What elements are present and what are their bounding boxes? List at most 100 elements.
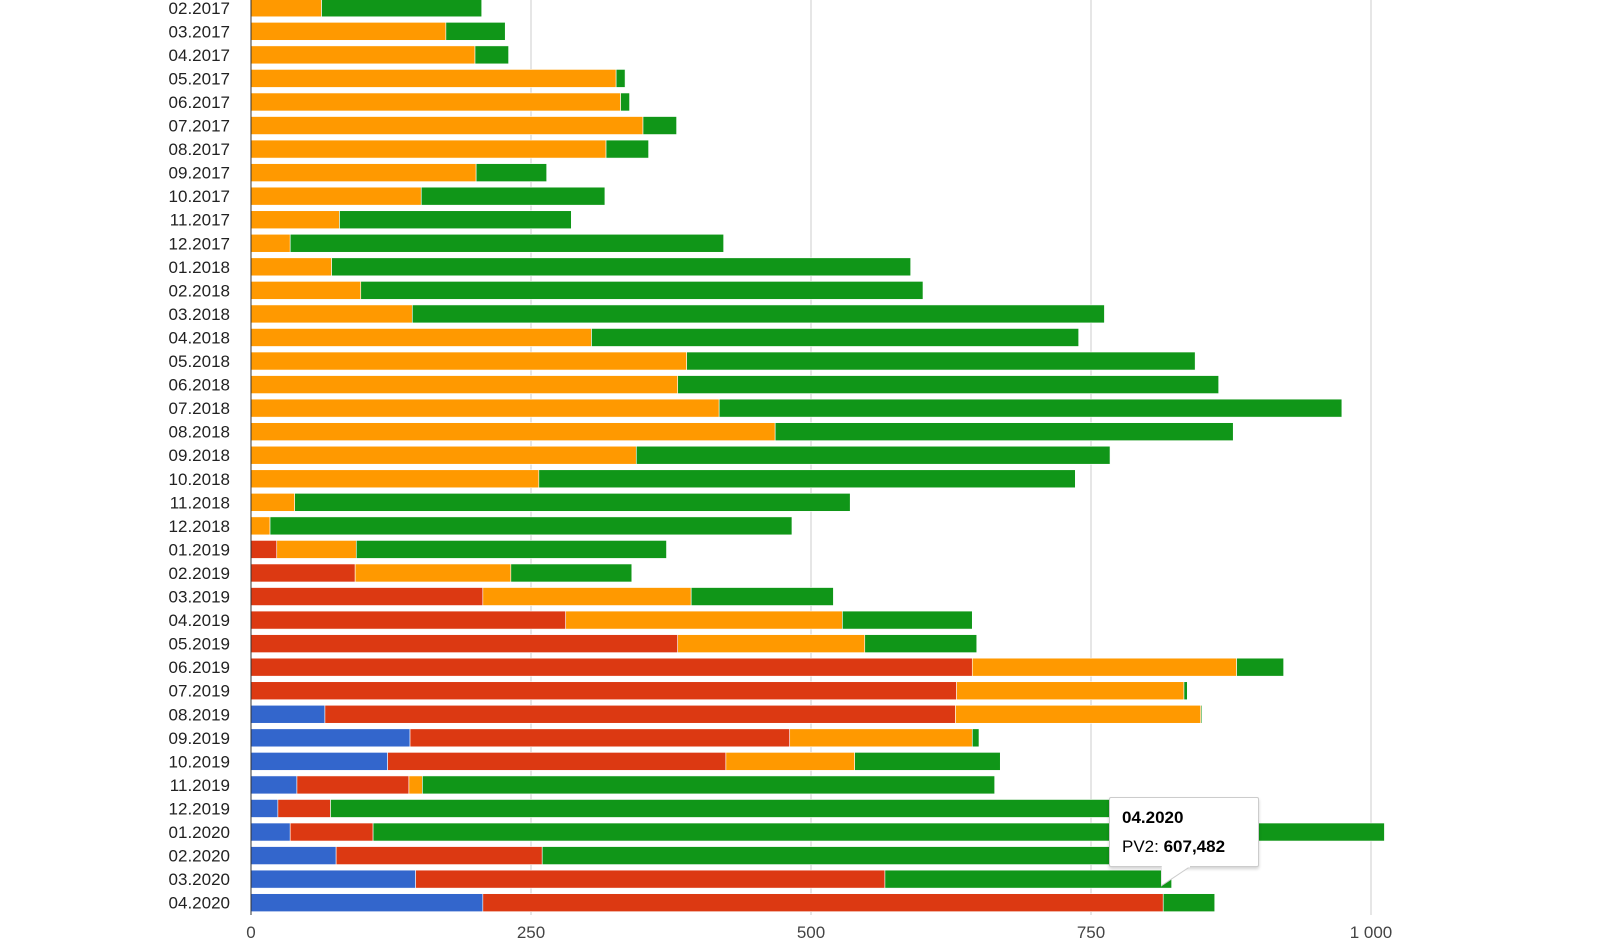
bar-pv4-07.2017[interactable] bbox=[642, 116, 677, 135]
bar-pv3-03.2018[interactable] bbox=[250, 304, 413, 324]
bar-pv4-12.2019[interactable] bbox=[330, 799, 1148, 818]
bar-pv1-08.2019[interactable] bbox=[250, 704, 326, 724]
bar-pv4-11.2018[interactable] bbox=[294, 493, 851, 512]
bar-pv4-06.2019[interactable] bbox=[1236, 657, 1284, 677]
bar-pv4-07.2019[interactable] bbox=[1183, 681, 1188, 701]
bar-pv4-04.2017[interactable] bbox=[474, 45, 509, 65]
bar-pv3-10.2018[interactable] bbox=[250, 469, 540, 489]
bar-pv3-02.2019[interactable] bbox=[354, 563, 512, 583]
bar-pv4-04.2019[interactable] bbox=[842, 610, 973, 630]
bar-pv2-05.2019[interactable] bbox=[250, 634, 679, 653]
bar-pv3-11.2017[interactable] bbox=[250, 210, 340, 230]
bar-pv3-02.2017[interactable] bbox=[250, 0, 322, 18]
bar-pv3-07.2017[interactable] bbox=[250, 116, 644, 135]
bar-pv1-12.2019[interactable] bbox=[250, 799, 279, 818]
bar-pv4-05.2017[interactable] bbox=[615, 69, 626, 88]
bar-pv3-09.2018[interactable] bbox=[250, 445, 637, 465]
bar-pv3-06.2019[interactable] bbox=[971, 657, 1237, 677]
bar-pv3-12.2017[interactable] bbox=[250, 233, 291, 253]
bar-pv1-04.2020[interactable] bbox=[250, 893, 484, 912]
bar-pv3-08.2017[interactable] bbox=[250, 139, 607, 159]
bar-pv3-03.2019[interactable] bbox=[482, 587, 692, 606]
bar-pv4-09.2017[interactable] bbox=[475, 163, 547, 182]
bar-pv4-03.2019[interactable] bbox=[690, 587, 834, 606]
bar-pv1-02.2020[interactable] bbox=[250, 846, 337, 865]
bar-pv1-10.2019[interactable] bbox=[250, 752, 388, 771]
bar-pv2-10.2019[interactable] bbox=[387, 752, 727, 771]
bar-pv4-02.2020[interactable] bbox=[541, 846, 1179, 865]
bar-pv4-10.2018[interactable] bbox=[538, 469, 1076, 489]
bar-pv4-12.2017[interactable] bbox=[289, 233, 724, 253]
bar-pv3-07.2019[interactable] bbox=[956, 681, 1185, 701]
bar-pv2-08.2019[interactable] bbox=[324, 704, 956, 724]
bar-pv1-09.2019[interactable] bbox=[250, 728, 411, 748]
bar-pv4-03.2018[interactable] bbox=[411, 304, 1105, 324]
bar-pv4-04.2020[interactable] bbox=[1162, 893, 1216, 912]
bar-pv3-04.2019[interactable] bbox=[565, 610, 843, 630]
bar-pv3-08.2018[interactable] bbox=[250, 422, 776, 441]
bar-pv3-01.2019[interactable] bbox=[276, 540, 357, 559]
bar-pv4-10.2019[interactable] bbox=[854, 752, 1001, 771]
bar-pv4-11.2019[interactable] bbox=[422, 775, 995, 795]
bar-pv1-11.2019[interactable] bbox=[250, 775, 298, 795]
bar-pv2-03.2020[interactable] bbox=[415, 869, 886, 889]
bar-pv4-12.2018[interactable] bbox=[269, 516, 793, 536]
bar-pv4-08.2017[interactable] bbox=[605, 139, 649, 159]
bar-pv4-02.2017[interactable] bbox=[321, 0, 483, 18]
bar-pv1-03.2020[interactable] bbox=[250, 869, 416, 889]
bar-pv3-04.2018[interactable] bbox=[250, 328, 592, 347]
bar-pv3-05.2017[interactable] bbox=[250, 69, 617, 88]
bar-pv2-12.2019[interactable] bbox=[277, 799, 331, 818]
bar-pv3-01.2018[interactable] bbox=[250, 257, 332, 277]
bar-pv4-04.2018[interactable] bbox=[591, 328, 1079, 347]
bar-pv2-11.2019[interactable] bbox=[296, 775, 410, 795]
bar-pv2-07.2019[interactable] bbox=[250, 681, 957, 701]
bar-pv3-09.2019[interactable] bbox=[789, 728, 973, 748]
bar-pv1-01.2020[interactable] bbox=[250, 822, 291, 842]
bar-pv4-09.2018[interactable] bbox=[635, 445, 1111, 465]
bar-pv4-09.2019[interactable] bbox=[971, 728, 980, 748]
bar-pv2-01.2020[interactable] bbox=[289, 822, 374, 842]
category-label: 02.2020 bbox=[169, 847, 230, 866]
bar-pv2-02.2020[interactable] bbox=[335, 846, 543, 865]
bar-pv3-11.2019[interactable] bbox=[408, 775, 423, 795]
bar-pv2-01.2019[interactable] bbox=[250, 540, 278, 559]
bar-pv3-12.2018[interactable] bbox=[250, 516, 271, 536]
bar-pv3-03.2017[interactable] bbox=[250, 22, 447, 41]
category-label: 01.2020 bbox=[169, 823, 230, 842]
bar-pv4-05.2019[interactable] bbox=[864, 634, 978, 653]
bar-pv4-06.2017[interactable] bbox=[620, 92, 630, 112]
bar-pv2-04.2019[interactable] bbox=[250, 610, 567, 630]
bar-pv2-09.2019[interactable] bbox=[409, 728, 791, 748]
bar-pv3-09.2017[interactable] bbox=[250, 163, 477, 182]
bar-pv3-10.2017[interactable] bbox=[250, 186, 422, 206]
bar-pv4-06.2018[interactable] bbox=[677, 375, 1219, 394]
bar-pv4-03.2017[interactable] bbox=[445, 22, 506, 41]
category-label: 08.2019 bbox=[169, 705, 230, 724]
bar-pv4-10.2017[interactable] bbox=[420, 186, 606, 206]
bar-pv4-07.2018[interactable] bbox=[718, 398, 1343, 418]
bar-pv2-03.2019[interactable] bbox=[250, 587, 484, 606]
bar-pv3-05.2018[interactable] bbox=[250, 351, 687, 371]
bar-pv4-01.2018[interactable] bbox=[331, 257, 911, 277]
bar-pv2-04.2020[interactable] bbox=[482, 893, 1164, 912]
bar-pv4-08.2018[interactable] bbox=[774, 422, 1234, 441]
bar-pv3-07.2018[interactable] bbox=[250, 398, 720, 418]
bar-pv3-05.2019[interactable] bbox=[677, 634, 866, 653]
bar-pv4-01.2019[interactable] bbox=[355, 540, 667, 559]
bar-pv3-02.2018[interactable] bbox=[250, 281, 362, 300]
bar-pv4-11.2017[interactable] bbox=[339, 210, 572, 230]
bar-pv2-02.2019[interactable] bbox=[250, 563, 356, 583]
bar-pv4-03.2020[interactable] bbox=[884, 869, 1172, 889]
bar-pv4-02.2018[interactable] bbox=[360, 281, 924, 300]
bar-pv3-10.2019[interactable] bbox=[725, 752, 855, 771]
bar-pv4-08.2019[interactable] bbox=[1200, 704, 1203, 724]
bar-pv2-06.2019[interactable] bbox=[250, 657, 973, 677]
bar-pv3-04.2017[interactable] bbox=[250, 45, 476, 65]
bar-pv3-06.2017[interactable] bbox=[250, 92, 621, 112]
bar-pv4-02.2019[interactable] bbox=[510, 563, 633, 583]
bar-pv4-05.2018[interactable] bbox=[686, 351, 1196, 371]
bar-pv3-06.2018[interactable] bbox=[250, 375, 679, 394]
bar-pv3-11.2018[interactable] bbox=[250, 493, 295, 512]
bar-pv3-08.2019[interactable] bbox=[955, 704, 1202, 724]
